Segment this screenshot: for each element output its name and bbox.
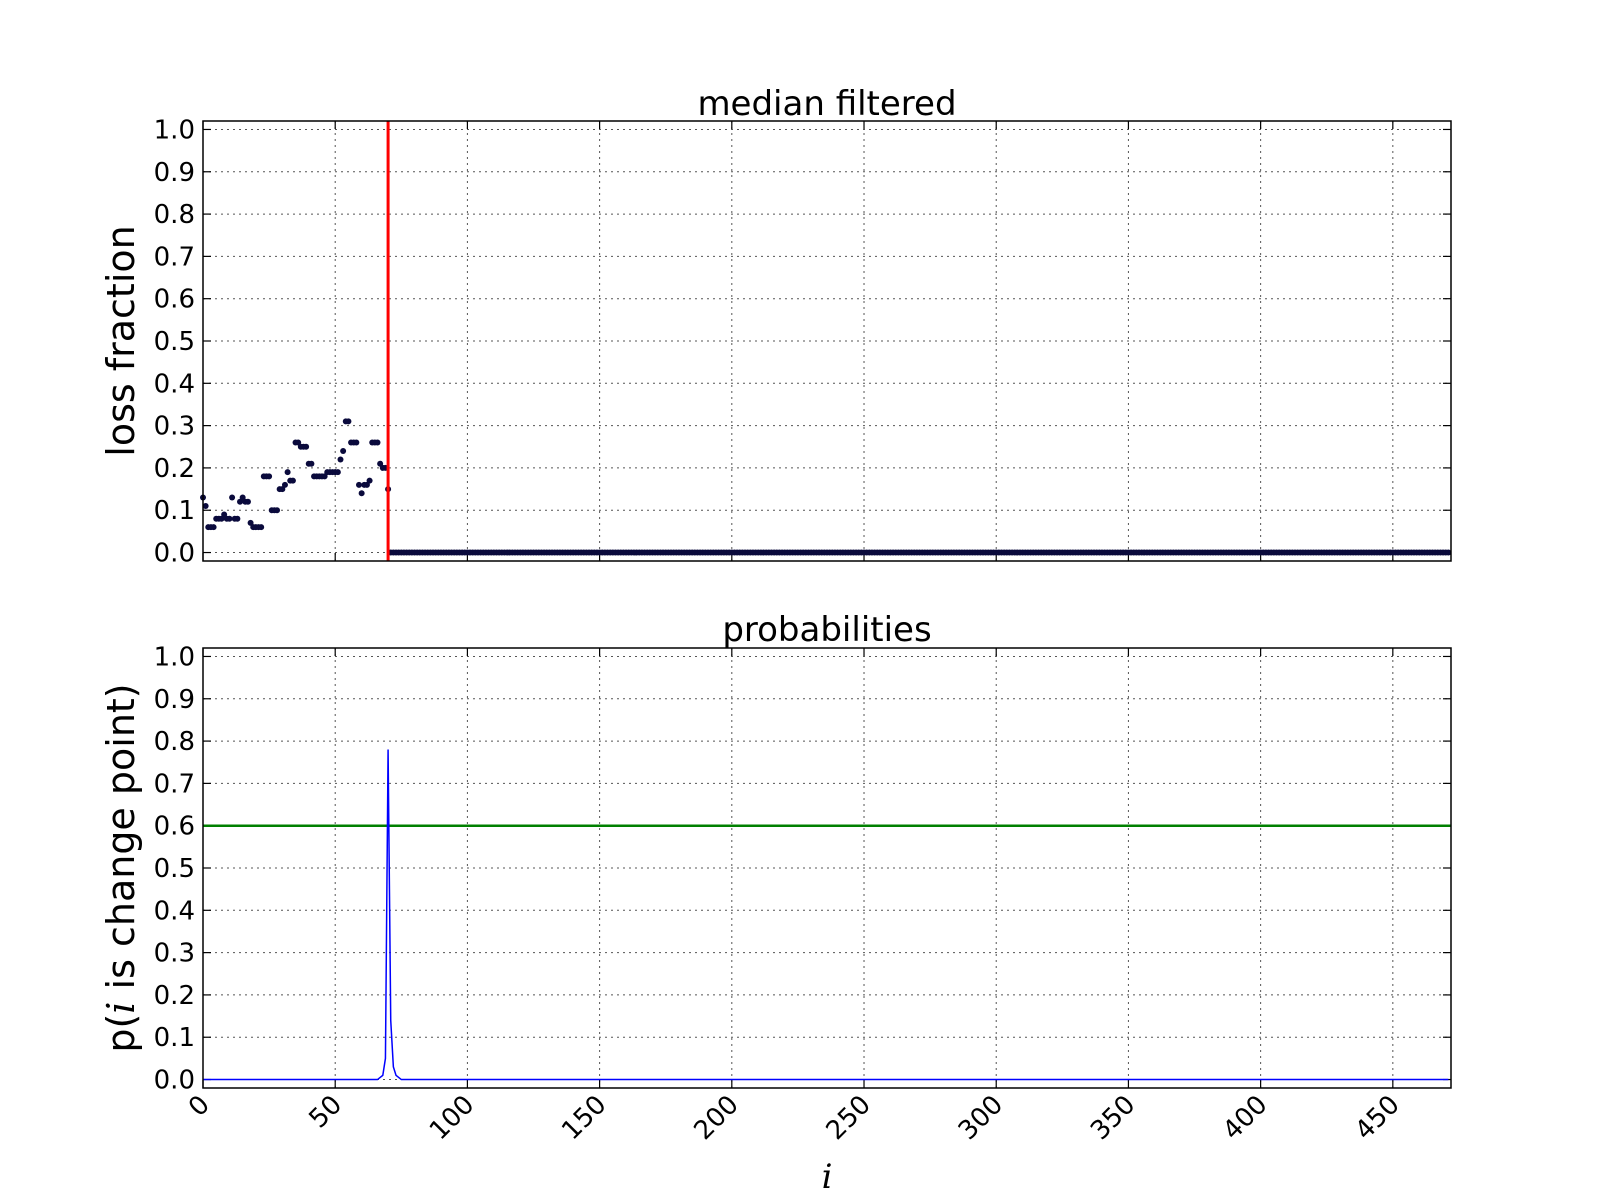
loss-fraction-point: [334, 469, 341, 476]
bottom-y-tick-label: 0.5: [154, 854, 195, 884]
bottom-x-axis-label: i: [822, 1157, 833, 1197]
bottom-y-tick-label: 0.6: [154, 812, 195, 842]
loss-fraction-point: [274, 507, 281, 514]
top-y-tick-label: 0.6: [154, 285, 195, 315]
bottom-y-tick-label: 0.9: [154, 685, 195, 715]
loss-fraction-point: [266, 473, 273, 480]
loss-fraction-point: [374, 439, 381, 446]
bottom-y-tick-label: 0.4: [154, 896, 195, 926]
loss-fraction-point: [244, 498, 251, 505]
loss-fraction-point: [289, 477, 296, 484]
bottom-y-tick-label: 0.3: [154, 939, 195, 969]
top-data-layer: [200, 121, 1452, 561]
median-filtered-panel: median filtered 0.0 0.1 0.2 0.3 0.4 0.5 0.6 0.7…: [99, 84, 1452, 569]
bottom-data-layer: [203, 749, 1451, 1081]
loss-fraction-point: [345, 418, 352, 425]
top-plot-frame: [202, 120, 1452, 562]
bottom-plot-frame: [202, 647, 1452, 1089]
top-y-tick-label: 0.3: [154, 412, 195, 442]
loss-fraction-point: [229, 494, 236, 501]
top-y-tick-label: 0.0: [154, 539, 195, 569]
top-y-tick-label: 0.8: [154, 200, 195, 230]
top-y-tick-label: 0.2: [154, 454, 195, 484]
bottom-y-tick-label: 0.8: [154, 727, 195, 757]
bottom-y-tick-label: 1.0: [154, 642, 195, 672]
bottom-y-label-suffix: is change point): [99, 683, 143, 1001]
top-y-tick-label: 0.5: [154, 327, 195, 357]
loss-fraction-point: [258, 524, 265, 531]
top-y-tick-label: 0.4: [154, 369, 195, 399]
top-chart-title: median filtered: [697, 84, 956, 124]
loss-fraction-point: [226, 515, 233, 522]
bottom-y-axis-label: p(i is change point): [99, 683, 143, 1052]
top-y-tick-label: 0.1: [154, 496, 195, 526]
loss-fraction-point: [353, 439, 360, 446]
bottom-y-tick-label: 0.1: [154, 1023, 195, 1053]
loss-fraction-point: [366, 477, 373, 484]
bottom-y-label-prefix: p(: [99, 1014, 143, 1053]
loss-fraction-point: [210, 524, 217, 531]
bottom-y-tick-label: 0.7: [154, 769, 195, 799]
loss-fraction-point: [337, 456, 344, 463]
loss-fraction-point: [281, 481, 288, 488]
loss-fraction-point: [356, 481, 362, 488]
bottom-y-tick-label: 0.0: [154, 1066, 195, 1096]
bottom-y-label-variable: i: [99, 1002, 143, 1014]
top-y-tick-labels: 0.0 0.1 0.2 0.3 0.4 0.5 0.6 0.7 0.8 0.9 1.0: [154, 115, 195, 568]
top-y-tick-label: 1.0: [154, 115, 195, 145]
loss-fraction-point: [234, 515, 241, 522]
bottom-y-tick-label: 0.2: [154, 981, 195, 1011]
bottom-chart-title: probabilities: [722, 610, 931, 650]
loss-fraction-point: [284, 469, 291, 476]
top-y-axis-label: loss fraction: [99, 225, 143, 456]
loss-fraction-point: [1445, 549, 1452, 556]
loss-fraction-point: [358, 490, 365, 497]
top-y-tick-label: 0.9: [154, 158, 195, 188]
loss-fraction-point: [308, 460, 315, 467]
loss-fraction-point: [340, 448, 347, 454]
loss-fraction-point: [202, 503, 209, 509]
bottom-y-tick-labels: 0.0 0.1 0.2 0.3 0.4 0.5 0.6 0.7 0.8 0.9 1.0: [154, 642, 195, 1095]
top-y-tick-label: 0.7: [154, 242, 195, 272]
loss-fraction-point: [303, 443, 310, 450]
change-point-probability-line: [203, 749, 1449, 1081]
